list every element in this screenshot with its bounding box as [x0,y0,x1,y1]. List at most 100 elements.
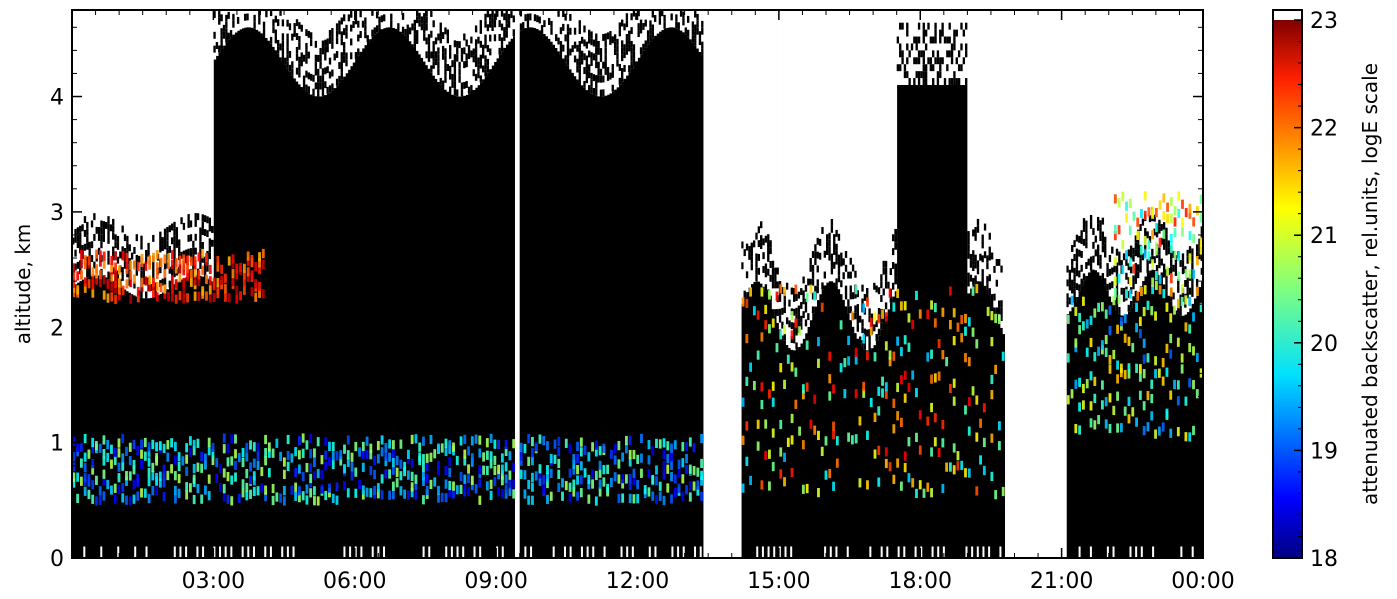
noise-speckle [793,288,796,295]
noise-speckle [505,16,509,24]
heatmap-cell [828,351,832,361]
heatmap-cell [252,442,256,452]
heatmap-cell [866,297,869,307]
heatmap-cell [110,292,114,302]
noise-speckle [83,216,87,224]
nodata-column [1085,10,1088,276]
heatmap-cell [98,486,102,496]
heatmap-cell [1188,342,1192,353]
noise-speckle [1082,218,1086,226]
noise-speckle [135,268,139,276]
heatmap-cell [858,478,862,488]
noise-speckle [1108,282,1112,290]
noise-speckle [767,254,770,262]
noise-speckle [804,284,808,292]
noise-speckle [279,10,283,16]
heatmap-cell [1097,415,1101,425]
noise-speckle [112,267,115,275]
surface-noise [942,546,945,558]
noise-speckle [182,222,186,230]
heatmap-cell [102,259,106,269]
noise-speckle [291,61,294,69]
nodata-column [307,10,311,94]
noise-speckle [1068,297,1072,305]
heatmap-cell [102,274,106,285]
noise-speckle [449,86,452,94]
heatmap-cell [1154,222,1158,233]
heatmap-cell [148,260,152,270]
noise-speckle [868,308,872,316]
heatmap-cell [519,456,523,466]
noise-speckle [861,319,865,327]
heatmap-cell [1082,321,1085,331]
heatmap-cell [519,442,523,452]
surface-noise [1152,546,1155,558]
noise-speckle [1068,283,1072,291]
heatmap-cell [309,473,313,484]
noise-speckle [677,22,681,30]
noise-speckle [529,13,532,21]
heatmap-cell [136,293,140,303]
heatmap-cell [801,384,805,394]
nodata-column [76,10,80,283]
noise-speckle [484,69,488,77]
heatmap-cell [790,311,794,321]
noise-speckle [588,85,591,93]
heatmap-cell [685,453,688,464]
nodata-column [936,10,940,85]
heatmap-cell [350,462,354,472]
heatmap-cell [132,465,136,475]
nodata-column [757,10,761,282]
heatmap-cell [636,454,640,465]
heatmap-cell [467,446,470,456]
heatmap-cell [196,483,200,494]
heatmap-cell [395,455,399,466]
nodata-column [126,10,129,292]
surface-noise [988,546,991,558]
noise-speckle [286,19,290,27]
nodata-column [934,10,938,85]
noise-speckle [856,311,860,318]
heatmap-cell [399,459,403,469]
heatmap-cell [790,435,794,445]
noise-speckle [196,213,200,221]
noise-speckle [976,218,980,226]
noise-speckle [823,250,827,258]
nodata-column [545,10,549,37]
noise-speckle [107,257,111,265]
noise-speckle [295,67,299,75]
noise-speckle [444,27,448,35]
noise-speckle [420,16,424,24]
noise-speckle [630,13,634,21]
noise-speckle [762,238,766,246]
surface-noise [682,546,685,558]
noise-speckle [915,36,919,44]
nodata-column [882,10,886,324]
nodata-column [371,10,374,37]
heatmap-cell [549,491,553,501]
heatmap-cell [783,477,786,487]
heatmap-cell [866,430,869,440]
heatmap-cell [106,452,110,463]
noise-speckle [121,267,125,275]
heatmap-cell [760,480,764,490]
noise-speckle [1177,278,1180,286]
heatmap-cell [576,491,579,501]
noise-speckle [350,52,353,60]
noise-speckle [1089,221,1093,229]
noise-speckle [1186,277,1190,285]
noise-speckle [868,342,872,350]
nodata-column [491,10,495,66]
noise-speckle [882,288,886,296]
nodata-column [451,10,455,95]
noise-speckle [649,27,653,35]
surface-noise [1140,546,1143,558]
heatmap-cell [531,448,534,458]
heatmap-cell [167,253,171,263]
heatmap-cell [478,464,482,475]
noise-speckle [981,269,985,277]
noise-speckle [903,71,907,79]
heatmap-cell [1082,400,1085,410]
heatmap-cell [188,447,192,457]
heatmap-cell [459,471,463,482]
